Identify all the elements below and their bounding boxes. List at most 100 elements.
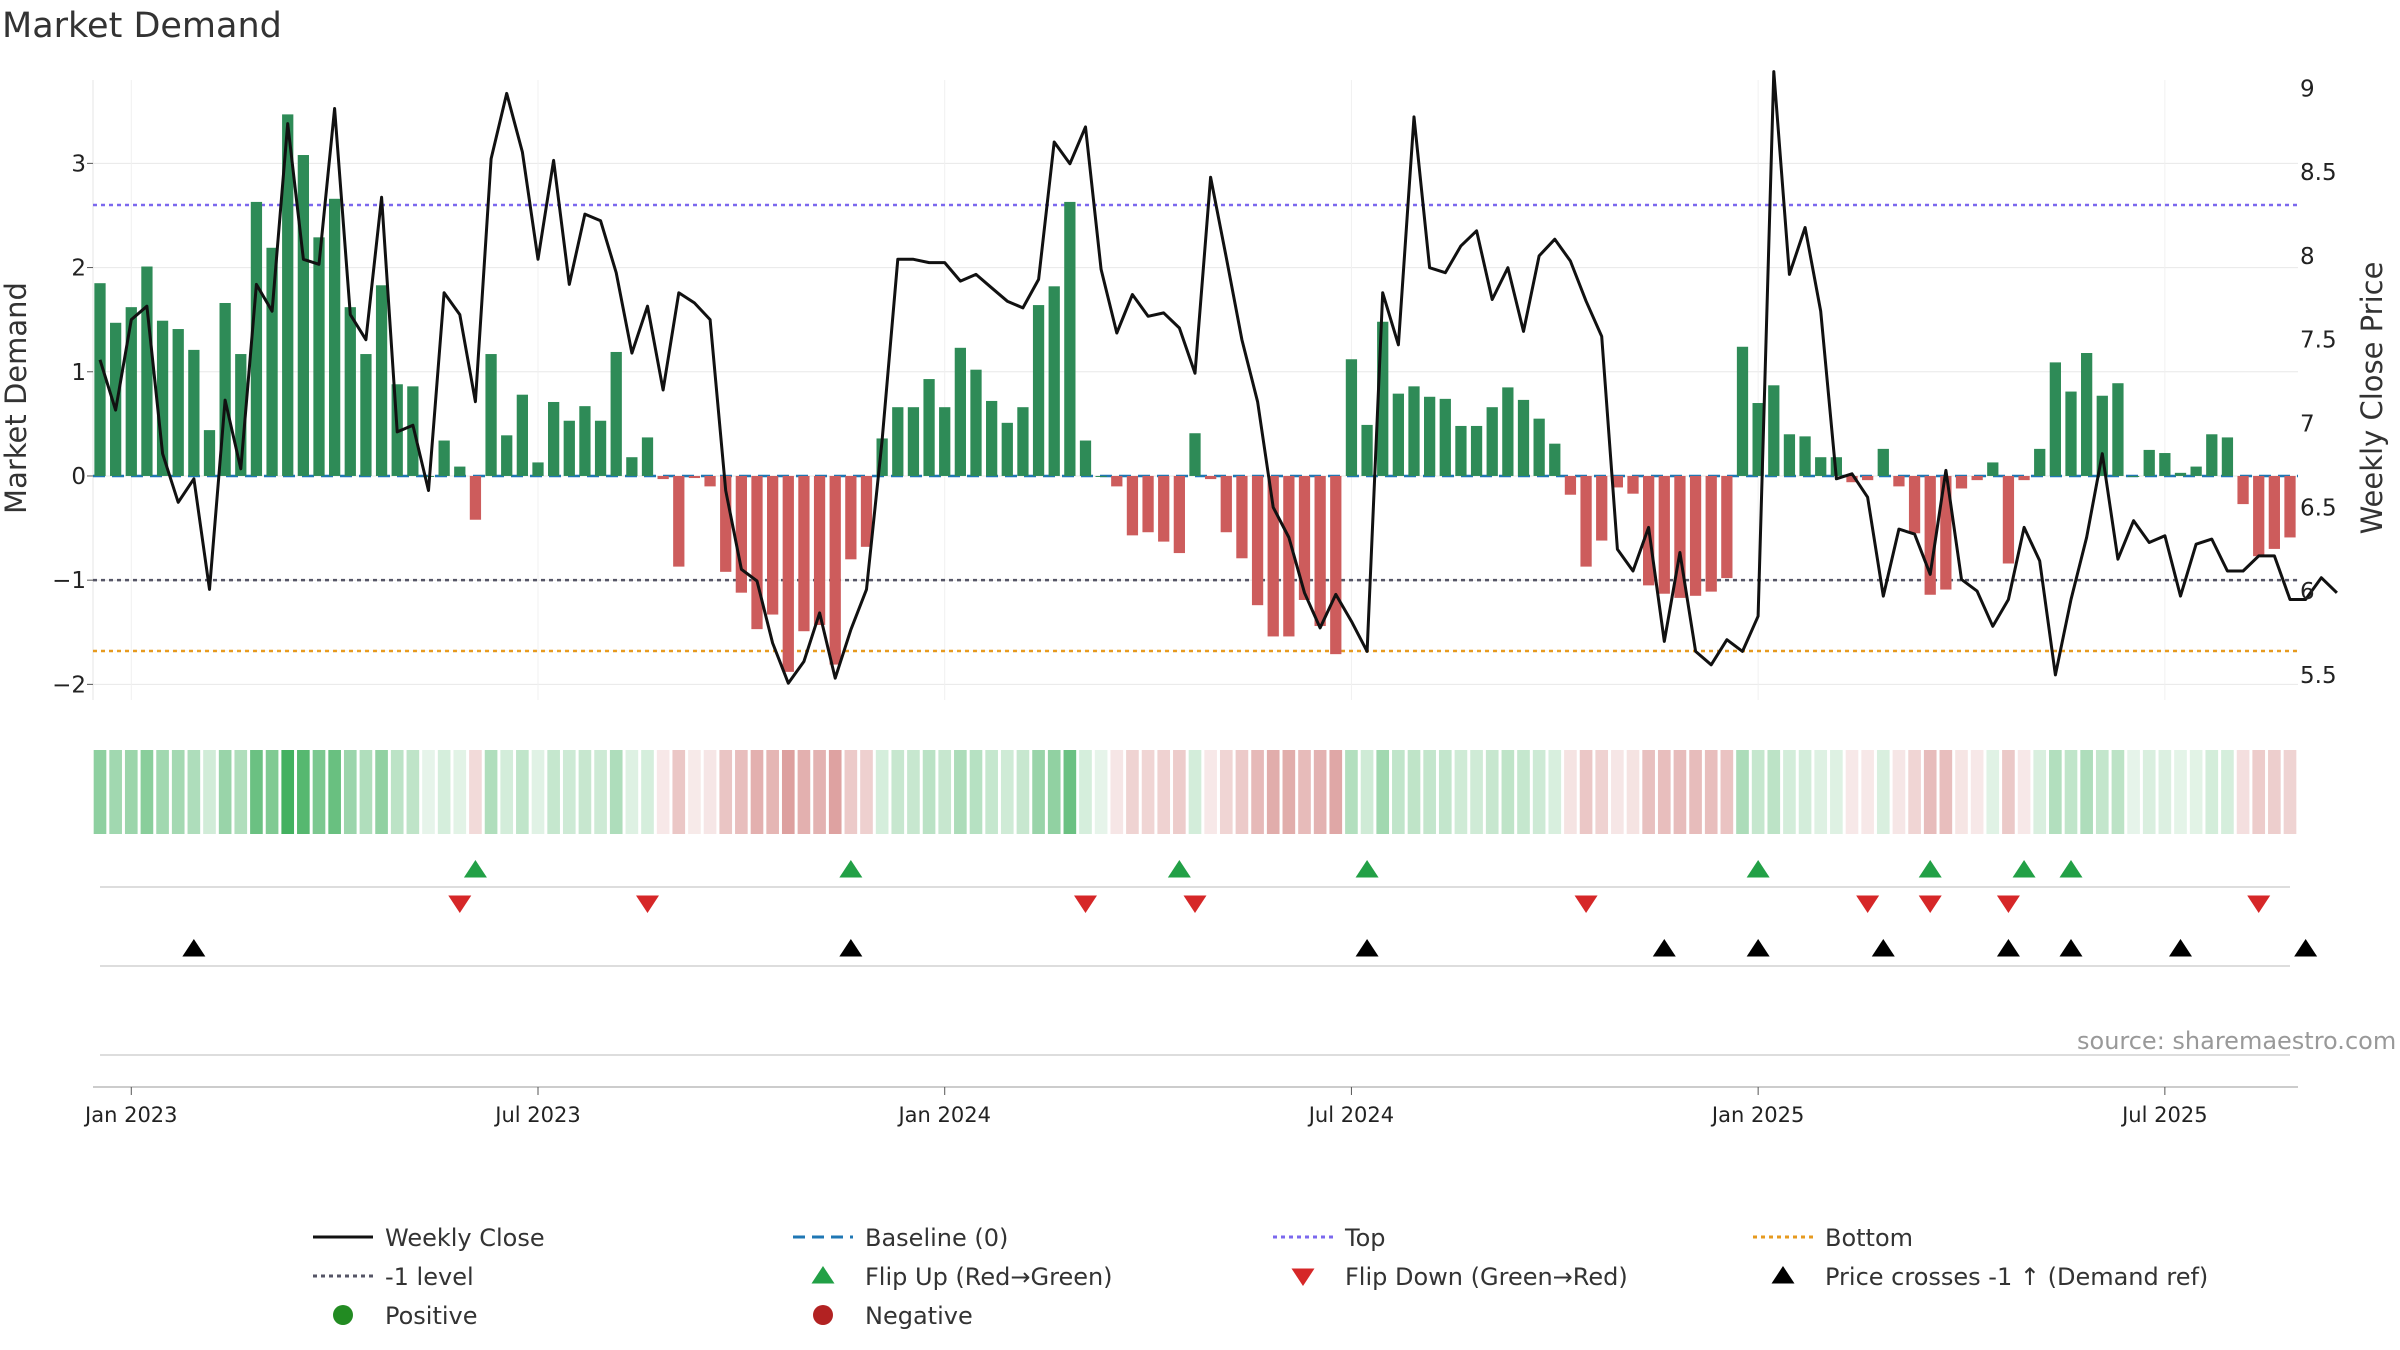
demand-bar: [344, 307, 356, 476]
demand-bar: [2018, 475, 2030, 481]
demand-bar: [2127, 475, 2140, 477]
cross-marker: [839, 939, 863, 957]
demand-bar: [2049, 362, 2061, 476]
demand-bar: [939, 407, 951, 476]
demand-bar: [735, 475, 747, 593]
heat-cell: [1079, 750, 1092, 834]
heat-cell: [453, 750, 467, 834]
flip-up-marker: [839, 860, 863, 878]
demand-bar: [1674, 475, 1686, 598]
legend-swatch: [813, 1305, 833, 1325]
price-line: [98, 70, 2338, 685]
demand-bar: [125, 307, 137, 476]
heat-cell: [813, 750, 826, 834]
heat-cell: [422, 750, 435, 834]
demand-bar: [219, 302, 231, 476]
y2-tick-label: 7.5: [2300, 328, 2337, 354]
demand-bar: [1752, 403, 1764, 476]
demand-bar: [266, 247, 278, 476]
demand-bar: [813, 475, 826, 625]
demand-bar: [1862, 475, 1874, 481]
demand-bar: [1189, 433, 1201, 476]
heat-cell: [1626, 750, 1640, 834]
demand-bar: [1220, 475, 1232, 533]
heat-cell: [1845, 750, 1859, 834]
heat-cell: [171, 750, 185, 834]
demand-bar: [2159, 453, 2171, 476]
heat-cell: [1282, 750, 1296, 834]
demand-bar: [2221, 437, 2234, 476]
heat-cell: [1173, 750, 1186, 834]
demand-bar: [954, 347, 966, 476]
demand-bar: [94, 283, 106, 476]
demand-bar: [1424, 396, 1436, 476]
demand-bar: [2002, 475, 2015, 564]
legend-label: Baseline (0): [865, 1224, 1008, 1252]
demand-bar: [1048, 286, 1060, 476]
heat-cell: [766, 750, 779, 834]
heat-cell: [828, 750, 842, 834]
heat-cell: [1532, 750, 1546, 834]
y-tick-label: 1: [71, 360, 86, 386]
demand-bar: [1627, 475, 1639, 494]
legend-label: Flip Up (Red→Green): [865, 1263, 1113, 1291]
heat-cell: [1861, 750, 1874, 834]
heat-cell: [1438, 750, 1452, 834]
heat-cell: [1673, 750, 1687, 834]
heat-cell: [1392, 750, 1405, 834]
heat-cell: [343, 750, 357, 834]
demand-bar: [485, 354, 497, 476]
demand-bar: [1611, 475, 1623, 488]
heat-cell: [297, 750, 310, 834]
demand-bar: [1658, 475, 1670, 594]
heat-cell: [2064, 750, 2078, 834]
demand-bar: [1987, 462, 1999, 476]
cross-marker: [1355, 939, 1379, 957]
demand-bar: [1064, 201, 1076, 476]
heat-cell: [1548, 750, 1562, 834]
demand-bar: [1940, 475, 1952, 590]
heat-cell: [1313, 750, 1327, 834]
demand-bar: [2143, 449, 2155, 476]
left-axis: 3 2 1 0 −1 −2: [52, 151, 93, 698]
heat-cell: [1219, 750, 1233, 834]
heat-cell: [124, 750, 138, 834]
source-note: source: sharemaestro.com: [2077, 1027, 2396, 1055]
demand-bar: [2065, 391, 2077, 476]
heat-cell: [1736, 750, 1749, 834]
heat-cell: [797, 750, 811, 834]
heat-cell: [2252, 750, 2266, 834]
heat-cell: [2111, 750, 2125, 834]
demand-bar: [2206, 434, 2218, 476]
cross-marker: [1746, 939, 1770, 957]
demand-bar: [688, 475, 701, 479]
demand-bar: [1314, 475, 1326, 627]
heat-cell: [1454, 750, 1468, 834]
demand-bar: [1158, 475, 1170, 542]
demand-bar: [641, 437, 654, 476]
legend-label: Top: [1344, 1224, 1386, 1252]
demand-bar: [329, 198, 341, 476]
heat-cell: [1579, 750, 1593, 834]
heat-cell: [2158, 750, 2172, 834]
heat-cell: [2283, 750, 2297, 834]
demand-bar: [1111, 475, 1123, 487]
x-tick-label: Jan 2025: [1710, 1103, 1805, 1127]
flip-up-marker: [1746, 860, 1770, 878]
demand-bar: [2190, 466, 2202, 476]
demand-bar: [2237, 475, 2249, 505]
demand-bar: [1345, 359, 1358, 476]
heat-cell: [1423, 750, 1436, 834]
price-line-group: [98, 70, 2338, 685]
y-tick-label: −2: [52, 672, 86, 698]
heat-cell: [1611, 750, 1624, 834]
heat-cell: [2142, 750, 2156, 834]
demand-bar: [1095, 475, 1107, 477]
heat-cell: [547, 750, 560, 834]
demand-bar: [1564, 475, 1577, 495]
legend-swatch: [1771, 1266, 1795, 1284]
demand-bar: [297, 155, 309, 476]
x-axis: Jan 2023 Jul 2023 Jan 2024 Jul 2024 Jan 2025…: [83, 1086, 2298, 1127]
demand-bar: [438, 440, 450, 476]
demand-bar: [594, 420, 607, 476]
